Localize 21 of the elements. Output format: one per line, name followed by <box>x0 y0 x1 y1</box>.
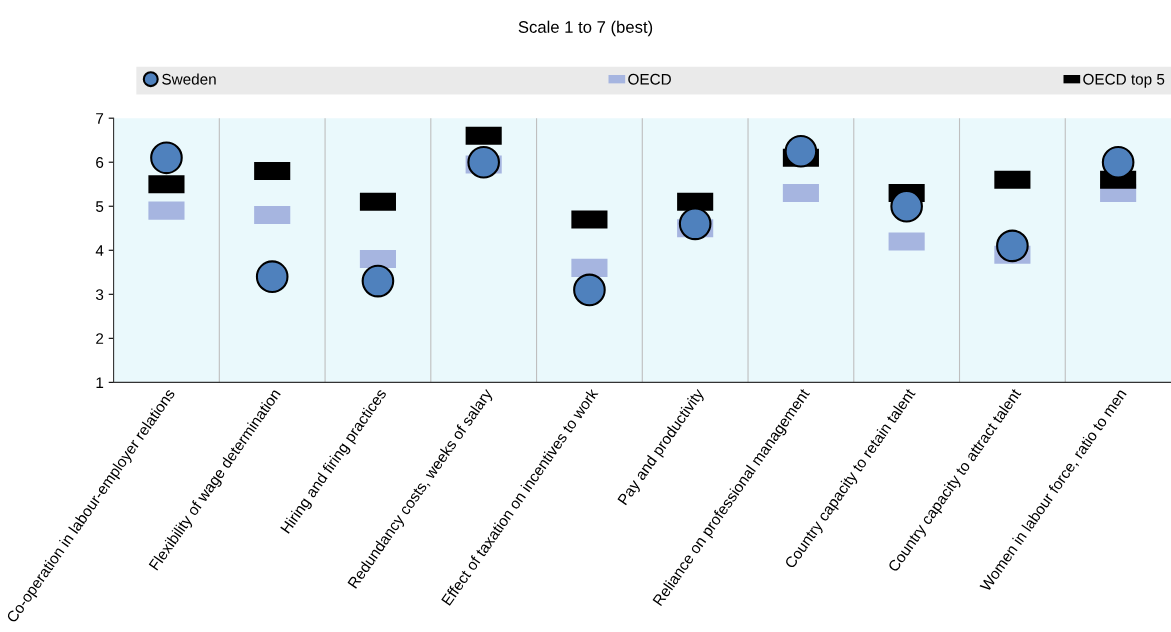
y-tick-label: 3 <box>95 289 104 300</box>
point <box>150 141 183 175</box>
point <box>784 134 818 168</box>
point <box>1101 145 1135 179</box>
point <box>996 229 1029 263</box>
y-tick-label: 7 <box>96 113 104 124</box>
chart-title: Scale 1 to 7 (best) <box>518 20 653 37</box>
point <box>255 260 289 294</box>
y-tick-label: 4 <box>95 245 104 256</box>
legend-label: OECD top 5 <box>1083 73 1165 88</box>
y-tick-label: 6 <box>96 157 104 168</box>
legend-label: OECD <box>628 73 671 85</box>
y-tick-label: 2 <box>96 333 104 344</box>
y-tick-label: 1 <box>96 377 104 388</box>
point <box>573 273 606 307</box>
y-tick-label: 5 <box>95 201 104 212</box>
point <box>678 207 712 241</box>
point <box>467 145 500 179</box>
point <box>890 189 923 223</box>
legend-label: Sweden <box>162 73 216 85</box>
point <box>361 264 395 298</box>
